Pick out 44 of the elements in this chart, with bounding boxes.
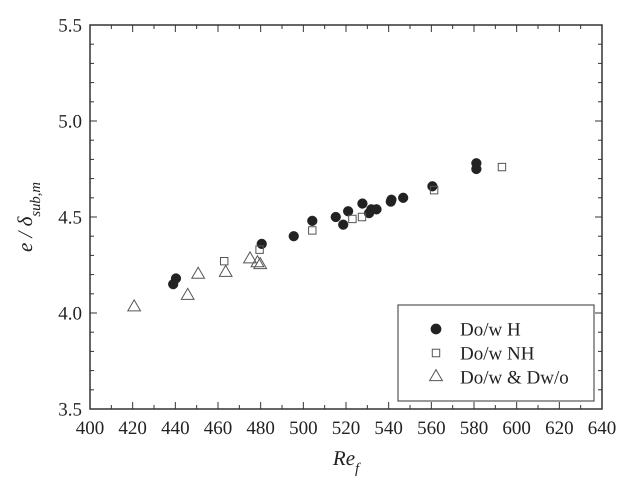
legend-label: Do/w & Dw/o: [460, 368, 569, 389]
point: [357, 198, 368, 209]
x-tick-label: 460: [204, 418, 232, 439]
point: [308, 226, 316, 235]
point: [250, 255, 264, 268]
point: [398, 192, 408, 203]
point: [348, 214, 357, 224]
point: [330, 212, 341, 222]
point: [342, 206, 354, 216]
y-tick-label: 4.0: [58, 304, 82, 325]
x-tick-label: 600: [502, 418, 531, 439]
x-tick-label: 500: [289, 418, 318, 439]
point: [220, 256, 228, 266]
x-tick-label: 580: [460, 418, 488, 439]
point: [307, 216, 318, 226]
x-tick-label: 520: [332, 418, 360, 439]
point: [338, 220, 348, 230]
point: [255, 245, 264, 254]
x-tick-label: 440: [161, 418, 190, 439]
legend-label: Do/w H: [460, 320, 521, 341]
point: [180, 288, 195, 300]
x-tick-label: 400: [76, 418, 104, 439]
y-tick-label: 5.5: [58, 16, 82, 37]
y-tick-label: 4.5: [58, 208, 82, 229]
x-tick-label: 540: [374, 418, 403, 439]
x-tick-label: 480: [246, 418, 275, 439]
y-tick-label: 3.5: [58, 400, 82, 421]
point: [218, 264, 233, 277]
point: [243, 251, 257, 264]
x-tick-label: 560: [417, 418, 446, 439]
point: [191, 266, 206, 279]
point: [253, 257, 268, 270]
x-tick-label: 620: [545, 418, 574, 439]
x-tick-label: 420: [118, 418, 147, 439]
point: [127, 299, 142, 312]
point: [498, 162, 506, 172]
x-tick-label: 640: [588, 418, 616, 439]
x-axis-title: Re$_{f}$: [332, 446, 362, 477]
point: [358, 212, 366, 222]
y-tick-label: 5.0: [58, 112, 82, 133]
legend-label: Do/w NH: [460, 344, 535, 365]
point: [430, 186, 438, 194]
point: [288, 231, 299, 242]
point: [170, 273, 182, 284]
